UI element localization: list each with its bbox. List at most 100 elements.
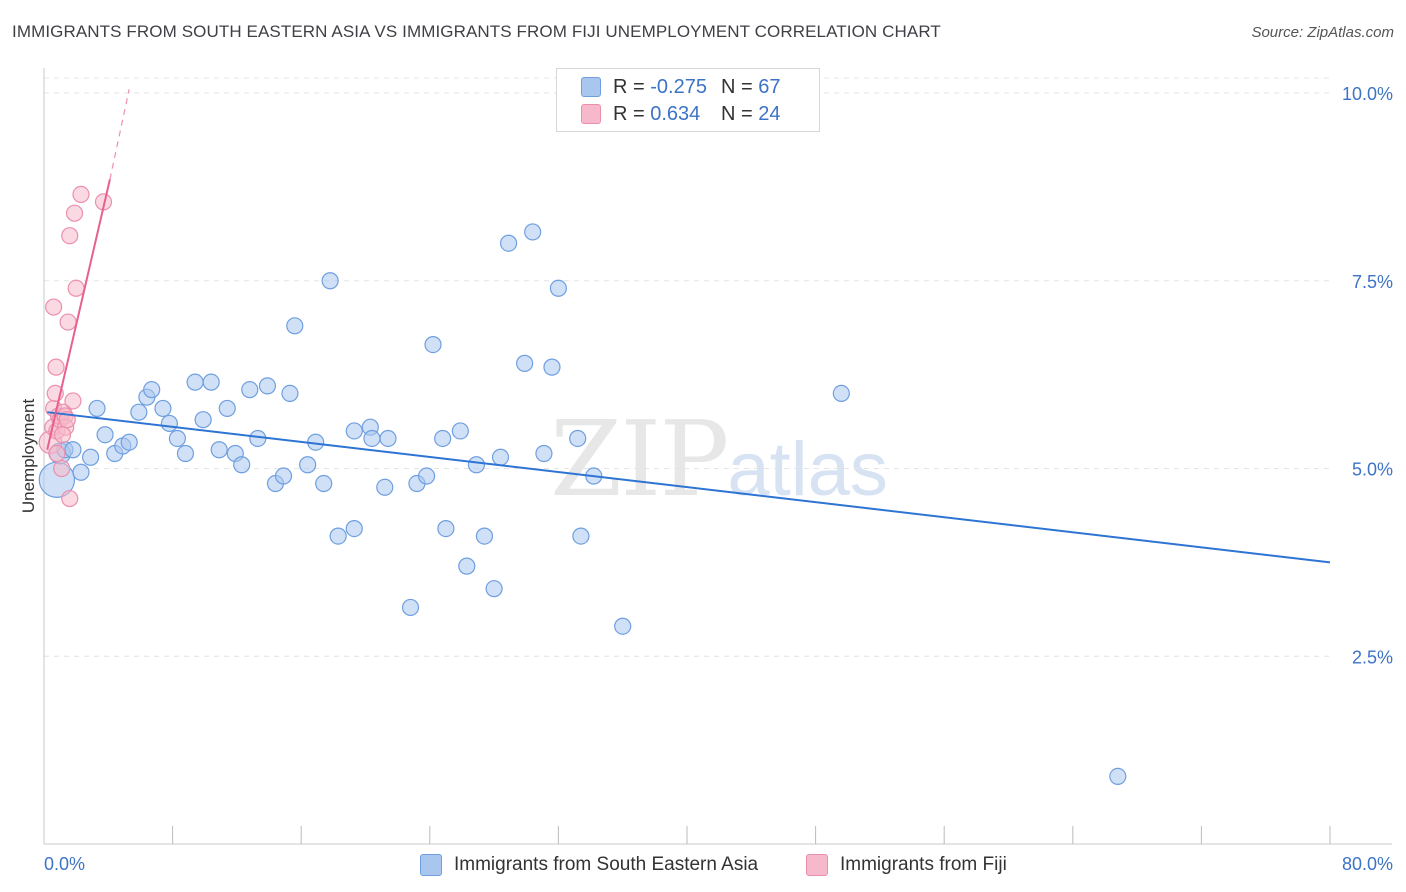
x-tick-label: 0.0% [44,854,85,874]
sea-point[interactable] [160,414,178,433]
sea-point[interactable] [258,377,277,395]
y-tick-label: 2.5% [1352,647,1393,667]
sea-point[interactable] [475,527,494,545]
legend-swatch-pink [806,854,828,876]
correlation-legend: R = -0.275 N = 67 R = 0.634 N = 24 [556,68,820,132]
y-tick-label: 7.5% [1352,272,1393,292]
sea-point[interactable] [437,519,455,538]
legend-item-fiji[interactable]: Immigrants from Fiji [806,850,1007,880]
fiji-point[interactable] [65,204,84,222]
sea-point[interactable] [499,234,518,252]
sea-point[interactable] [82,448,100,466]
sea-point[interactable] [210,441,228,459]
fiji-point[interactable] [61,489,79,508]
legend-n-value: 24 [758,102,781,125]
sea-point[interactable] [274,467,293,485]
sea-point[interactable] [401,598,420,617]
sea-point[interactable] [434,429,452,448]
legend-n-label: N = [721,75,753,98]
source-credit: Source: ZipAtlas.com [1251,24,1394,41]
sea-point[interactable] [88,399,106,418]
sea-point[interactable] [363,429,381,448]
fiji-point[interactable] [67,279,85,297]
sea-point[interactable] [1109,767,1127,786]
sea-point[interactable] [194,411,212,429]
sea-point[interactable] [535,444,553,463]
legend-swatch-blue [581,77,601,97]
sea-point[interactable] [202,373,220,391]
legend-swatch-blue [420,854,442,876]
sea-point[interactable] [143,381,161,399]
sea-point[interactable] [241,381,259,399]
fiji-point[interactable] [47,358,65,376]
sea-point[interactable] [281,384,299,403]
sea-point[interactable] [72,463,90,481]
legend-n-label: N = [721,102,753,125]
fiji-point[interactable] [48,444,66,463]
sea-point[interactable] [345,422,363,440]
sea-point[interactable] [376,478,394,496]
y-tick-label: 5.0% [1352,460,1393,480]
sea-point[interactable] [286,317,304,335]
sea-point[interactable] [130,403,148,421]
sea-point[interactable] [458,557,476,575]
sea-point[interactable] [491,448,510,466]
legend-r-label: R = [613,75,645,98]
sea-point[interactable] [614,617,632,635]
sea-point[interactable] [549,279,568,297]
sea-point[interactable] [186,373,204,391]
fiji-point[interactable] [72,185,90,204]
sea-point[interactable] [154,399,172,418]
sea-point[interactable] [485,580,503,598]
sea-point[interactable] [176,444,195,463]
sea-point[interactable] [64,441,82,459]
sea-point[interactable] [832,384,850,403]
legend-item-label: Immigrants from Fiji [840,854,1007,875]
fiji-trend-line [46,179,111,450]
fiji-point[interactable] [45,298,63,316]
legend-item-sea[interactable]: Immigrants from South Eastern Asia [420,850,758,880]
fiji-point[interactable] [59,313,77,331]
sea-point[interactable] [516,354,534,372]
sea-point[interactable] [329,527,347,545]
fiji-point[interactable] [64,392,82,410]
sea-point[interactable] [572,527,590,545]
sea-point[interactable] [424,335,442,354]
legend-item-label: Immigrants from South Eastern Asia [454,854,759,875]
sea-point[interactable] [120,433,138,451]
watermark-atlas: atlas [727,427,888,512]
fiji-point[interactable] [53,459,71,478]
sea-point[interactable] [233,456,251,474]
legend-n-value: 67 [758,75,781,98]
sea-point[interactable] [168,429,187,448]
fiji-point[interactable] [61,227,79,245]
legend-swatch-pink [581,104,601,124]
sea-point[interactable] [467,456,486,474]
sea-point[interactable] [315,474,333,493]
legend-r-value: 0.634 [650,102,701,125]
y-axis-label: Unemployment [19,399,38,514]
watermark: ZIPatlas [550,398,888,520]
legend-r-value: -0.275 [650,75,707,98]
series-legend: Immigrants from South Eastern Asia Immig… [0,850,1406,880]
sea-point[interactable] [345,519,363,538]
chart-title: IMMIGRANTS FROM SOUTH EASTERN ASIA VS IM… [12,22,941,41]
sea-point[interactable] [569,429,587,448]
legend-row-fiji: R = 0.634 N = 24 [581,101,781,127]
sea-point[interactable] [451,422,469,440]
sea-point[interactable] [321,272,339,290]
sea-point[interactable] [543,358,561,376]
fiji-trend-extension [109,89,130,180]
sea-trend-line [47,411,1331,564]
sea-point[interactable] [379,429,397,448]
sea-point[interactable] [96,426,114,444]
sea-point[interactable] [218,399,236,418]
sea-point[interactable] [524,223,542,241]
sea-point[interactable] [299,456,317,474]
legend-row-sea: R = -0.275 N = 67 [581,74,781,100]
sea-point[interactable] [417,467,436,485]
x-tick-label: 80.0% [1342,854,1393,874]
fiji-point[interactable] [53,426,72,444]
y-tick-label: 10.0% [1342,84,1393,104]
